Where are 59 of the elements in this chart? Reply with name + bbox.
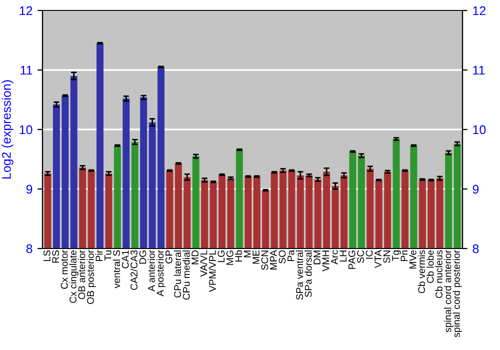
x-tick-label: Pa bbox=[288, 250, 294, 261]
x-tick-label: MD bbox=[192, 250, 198, 264]
x-tick-label: VTA bbox=[374, 250, 382, 268]
x-tick-label: GP bbox=[165, 250, 172, 264]
x-tick-label: CA2/CA3 bbox=[130, 250, 138, 290]
x-tick-label: Cx motor bbox=[60, 250, 68, 289]
x-tick-label: SC bbox=[357, 250, 364, 263]
x-tick-label: DG bbox=[139, 250, 146, 264]
x-tick-label: LG bbox=[218, 250, 225, 262]
x-tick-label: SN bbox=[383, 250, 390, 263]
x-tick-label: A anterior bbox=[148, 250, 155, 292]
x-tick-label: Cx cingulate bbox=[69, 250, 78, 303]
x-tick-label: CPu medial bbox=[182, 250, 190, 300]
x-tick-label: SPa ventral bbox=[296, 250, 304, 300]
x-tick-label: spinal cord anterior bbox=[444, 250, 454, 332]
x-tick-label: A posterior bbox=[156, 250, 166, 296]
x-tick-label: LS bbox=[43, 250, 50, 261]
x-tick-label: M bbox=[244, 250, 251, 258]
y-axis-title: Log2 (expression) bbox=[2, 80, 14, 178]
y2-tick-label: 9 bbox=[472, 184, 479, 194]
x-tick-label: VPM/VPL bbox=[208, 250, 216, 292]
x-tick-label: IC bbox=[366, 250, 373, 259]
x-tick-label: VA/VL bbox=[200, 250, 208, 277]
x-tick-label: Tu bbox=[104, 250, 112, 261]
x-tick-label: CA1 bbox=[122, 250, 129, 268]
x-tick-label: MG bbox=[226, 250, 234, 265]
x-tick-label: Cb vermis bbox=[418, 250, 426, 294]
y-tick-label: 8 bbox=[26, 244, 32, 254]
x-tick-label: ventral S bbox=[112, 250, 120, 288]
y2-tick-label: 8 bbox=[472, 244, 479, 254]
x-tick-label: SO bbox=[278, 250, 286, 264]
x-tick-label: Arc bbox=[331, 250, 338, 264]
y2-tick-label: 10 bbox=[473, 125, 486, 134]
x-tick-label: VMH bbox=[322, 250, 330, 272]
x-tick-label: DM bbox=[314, 250, 320, 264]
x-tick-label: Pir bbox=[95, 250, 103, 261]
x-tick-label: Cb nucleus bbox=[435, 250, 442, 298]
x-tick-label: Pn bbox=[400, 250, 408, 261]
x-tick-label: SCN bbox=[261, 250, 268, 270]
x-tick-label: CPu lateral bbox=[174, 250, 182, 298]
x-tick-label: MPA bbox=[270, 250, 277, 270]
y-tick-label: 12 bbox=[20, 6, 32, 16]
x-tick-label: OB posterior bbox=[86, 250, 96, 304]
y2-tick-label: 11 bbox=[473, 66, 485, 75]
x-tick-label: Cb lobe bbox=[426, 250, 434, 283]
x-tick-label: spinal cord posterior bbox=[452, 250, 462, 338]
x-tick-label: MVe bbox=[410, 250, 416, 269]
x-tick-label: RS bbox=[52, 250, 60, 263]
x-tick-label: OB anterior bbox=[78, 250, 86, 300]
y-tick-label: 9 bbox=[26, 184, 32, 194]
y-tick-label: 11 bbox=[20, 66, 32, 75]
x-tick-label: LH bbox=[340, 250, 347, 262]
x-tick-label: Hb bbox=[234, 250, 242, 262]
y-tick-label: 10 bbox=[20, 125, 32, 134]
x-tick-label: PAG bbox=[348, 250, 356, 269]
x-tick-label: ME bbox=[252, 250, 260, 264]
y2-tick-label: 12 bbox=[473, 6, 486, 16]
x-tick-label: Tg bbox=[392, 250, 401, 262]
x-tick-label: SPa dorsal bbox=[304, 250, 312, 297]
